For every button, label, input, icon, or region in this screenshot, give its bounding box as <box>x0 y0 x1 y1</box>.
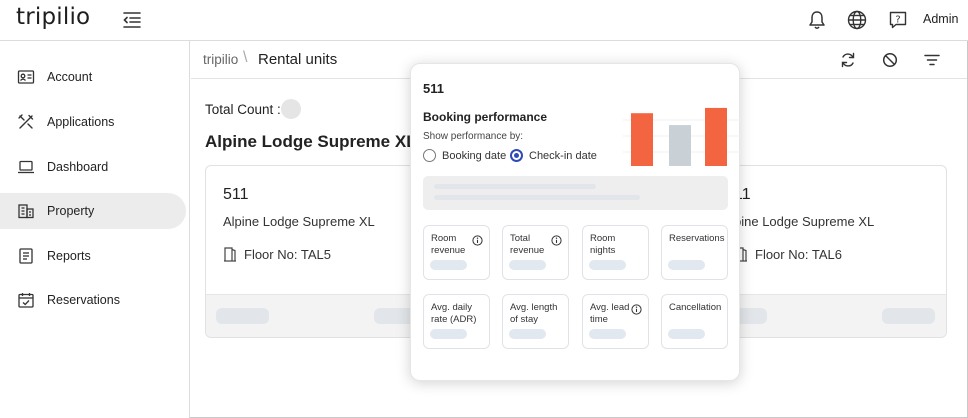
door-icon <box>224 247 236 262</box>
metric-value-loading <box>668 329 705 339</box>
loading-placeholder <box>216 308 269 324</box>
tools-icon <box>18 114 34 129</box>
loading-line <box>434 195 640 200</box>
metric-label: Cancellation <box>669 302 722 313</box>
chart-bar <box>705 107 727 166</box>
breadcrumb-root[interactable]: tripilio <box>203 52 239 67</box>
calendar-check-icon <box>18 293 34 308</box>
popover-subheading: Show performance by: <box>423 131 524 142</box>
sidebar-item-label: Dashboard <box>47 160 109 174</box>
metric-tile[interactable]: Total revenue <box>502 225 569 280</box>
main-content: tripilio \ Rental units Total Count : Al… <box>191 41 967 417</box>
metric-tile[interactable]: Cancellation <box>661 294 728 349</box>
total-count-label: Total Count : <box>205 102 281 117</box>
unit-card[interactable]: 511 Alpine Lodge Supreme XL Floor No: TA… <box>205 165 419 338</box>
svg-text:?: ? <box>895 15 900 26</box>
sidebar-item-account[interactable]: Account <box>0 59 186 95</box>
unit-name: Alpine Lodge Supreme XL <box>223 214 375 229</box>
unit-floor: Floor No: TAL6 <box>734 246 842 262</box>
menu-collapse-icon[interactable] <box>121 10 143 30</box>
metric-value-loading <box>509 260 546 270</box>
sidebar-item-applications[interactable]: Applications <box>0 104 186 140</box>
chart-bar <box>631 113 653 166</box>
loading-placeholder <box>882 308 935 324</box>
metric-value-loading <box>430 329 467 339</box>
card-footer <box>206 294 418 337</box>
unit-name: pine Lodge Supreme XL <box>734 214 875 229</box>
unit-floor: Floor No: TAL5 <box>223 246 331 262</box>
user-menu[interactable]: Admin <box>923 12 959 26</box>
breadcrumb-separator: \ <box>243 49 248 66</box>
loading-line <box>434 184 596 189</box>
radio-label: Booking date <box>442 149 507 162</box>
popover-unit-number: 511 <box>423 81 444 96</box>
metric-tile[interactable]: Avg. daily rate (ADR) <box>423 294 490 349</box>
metric-value-loading <box>589 329 626 339</box>
popover-heading: Booking performance <box>423 110 548 124</box>
globe-icon[interactable] <box>846 9 868 31</box>
info-icon[interactable] <box>631 304 642 315</box>
chart-bar <box>669 125 691 166</box>
loading-placeholder <box>374 308 418 324</box>
help-icon[interactable]: ? <box>887 9 909 31</box>
metric-value-loading <box>430 260 467 270</box>
unit-card[interactable]: 11 pine Lodge Supreme XL Floor No: TAL6 <box>719 165 947 338</box>
sidebar-item-reports[interactable]: Reports <box>0 238 186 274</box>
metric-tile[interactable]: Avg. lead time <box>582 294 649 349</box>
metric-label: Reservations <box>669 233 725 244</box>
filter-icon[interactable] <box>923 51 941 69</box>
metric-label: Avg. daily rate (ADR) <box>431 302 477 325</box>
top-bar: tripilio ? Admin <box>0 0 968 41</box>
metric-label: Room revenue <box>431 233 466 256</box>
info-icon[interactable] <box>551 235 562 246</box>
metric-value-loading <box>589 260 626 270</box>
metric-tile[interactable]: Room nights <box>582 225 649 280</box>
info-icon[interactable] <box>472 235 483 246</box>
radio-check-in-date[interactable]: Check-in date <box>510 149 597 162</box>
metric-label: Total revenue <box>510 233 545 256</box>
sidebar-item-property[interactable]: Property <box>0 193 186 229</box>
metric-tile[interactable]: Reservations <box>661 225 728 280</box>
booking-performance-popover: 511 Booking performance Show performance… <box>410 63 741 381</box>
unit-floor-label: Floor No: TAL6 <box>755 246 842 262</box>
block-icon[interactable] <box>881 51 899 69</box>
radio-booking-date[interactable]: Booking date <box>423 149 506 162</box>
radio-button-selected[interactable] <box>510 149 523 162</box>
unit-number: 511 <box>223 186 249 203</box>
summary-placeholder <box>423 176 728 210</box>
metric-value-loading <box>668 260 705 270</box>
radio-button[interactable] <box>423 149 436 162</box>
building-icon <box>18 204 34 219</box>
property-title: Alpine Lodge Supreme XL <box>205 132 417 151</box>
sidebar-item-label: Account <box>47 70 93 84</box>
sidebar-item-label: Reports <box>47 249 91 263</box>
id-card-icon <box>17 70 35 84</box>
page-title: Rental units <box>258 51 338 68</box>
total-count-loading <box>281 99 301 119</box>
app-logo[interactable]: tripilio <box>16 4 91 30</box>
metric-tile[interactable]: Avg. length of stay <box>502 294 569 349</box>
laptop-icon <box>18 160 34 174</box>
sidebar-item-label: Reservations <box>47 293 120 307</box>
report-icon <box>19 248 33 264</box>
metric-label: Avg. lead time <box>590 302 630 325</box>
sidebar: Account Applications Dashboard Property … <box>0 41 190 418</box>
metric-label: Avg. length of stay <box>510 302 558 325</box>
sidebar-item-reservations[interactable]: Reservations <box>0 282 186 318</box>
radio-label: Check-in date <box>529 149 597 162</box>
metric-tile[interactable]: Room revenue <box>423 225 490 280</box>
card-footer <box>720 294 946 337</box>
metric-label: Room nights <box>590 233 616 256</box>
sidebar-item-dashboard[interactable]: Dashboard <box>0 149 186 185</box>
sidebar-item-label: Applications <box>47 115 115 129</box>
bell-icon[interactable] <box>806 9 828 31</box>
performance-chart <box>623 107 741 166</box>
metric-value-loading <box>509 329 546 339</box>
sidebar-item-label: Property <box>47 204 95 218</box>
refresh-icon[interactable] <box>839 51 857 69</box>
unit-floor-label: Floor No: TAL5 <box>244 246 331 262</box>
